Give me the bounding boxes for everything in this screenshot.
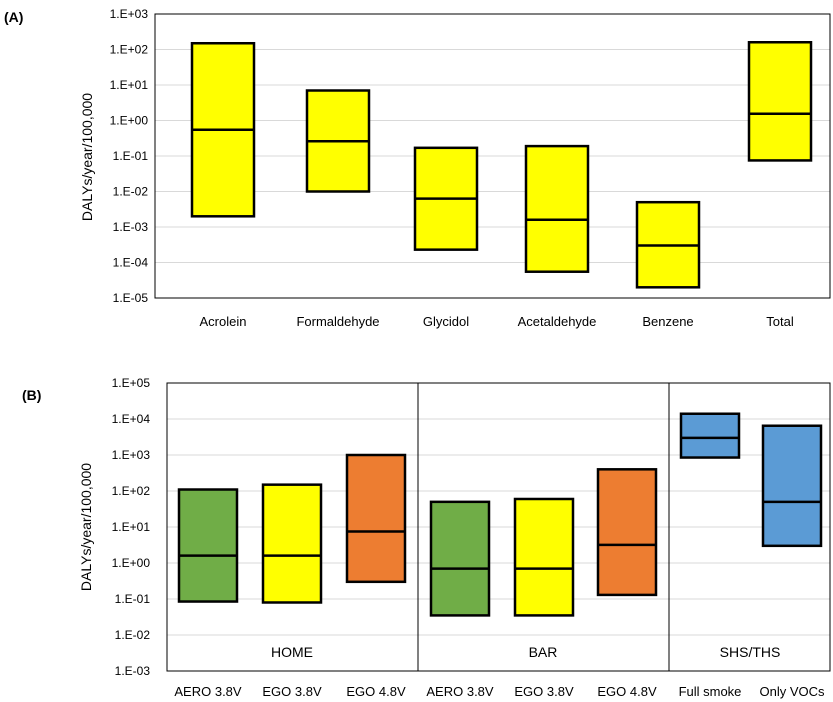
y-tick-label: 1.E-02 bbox=[113, 185, 149, 199]
x-category-label: Benzene bbox=[642, 314, 693, 329]
box-item bbox=[261, 483, 323, 604]
y-tick-label: 1.E+03 bbox=[112, 448, 151, 462]
box-item bbox=[524, 144, 590, 273]
box-item bbox=[513, 497, 575, 617]
y-tick-label: 1.E-03 bbox=[113, 220, 149, 234]
panel-a-category-labels: Acrolein Formaldehyde Glycidol Acetaldehyde… bbox=[200, 314, 794, 329]
y-tick-label: 1.E-04 bbox=[113, 256, 149, 270]
box-item bbox=[747, 41, 813, 162]
y-tick-label: 1.E+02 bbox=[110, 43, 149, 57]
y-tick-label: 1.E+01 bbox=[112, 520, 151, 534]
group-label: SHS/THS bbox=[720, 644, 781, 660]
x-category-label: EGO 3.8V bbox=[514, 684, 574, 699]
x-category-label: Glycidol bbox=[423, 314, 469, 329]
box-item bbox=[413, 146, 479, 251]
y-tick-label: 1.E+00 bbox=[110, 114, 149, 128]
panel-a-label: (A) bbox=[4, 9, 23, 25]
x-category-label: Full smoke bbox=[679, 684, 742, 699]
y-tick-label: 1.E-05 bbox=[113, 291, 149, 305]
y-tick-label: 1.E+01 bbox=[110, 78, 149, 92]
panel-b: (B) 1.E-03 1.E-02 1.E-01 1.E+00 1.E+01 1.E+02… bbox=[22, 376, 831, 699]
x-category-label: Total bbox=[766, 314, 794, 329]
box-item bbox=[177, 488, 239, 603]
x-category-label: EGO 3.8V bbox=[262, 684, 322, 699]
y-tick-label: 1.E+03 bbox=[110, 7, 149, 21]
y-tick-label: 1.E+02 bbox=[112, 484, 151, 498]
x-category-label: Only VOCs bbox=[759, 684, 825, 699]
panel-b-y-axis-title: DALYs/year/100,000 bbox=[78, 463, 94, 591]
panel-b-y-tick-labels: 1.E-03 1.E-02 1.E-01 1.E+00 1.E+01 1.E+02 1.E+… bbox=[112, 376, 151, 678]
panel-a-plot-frame bbox=[154, 13, 831, 299]
box-item bbox=[635, 200, 701, 289]
box-item bbox=[761, 424, 823, 548]
panel-b-group-separators bbox=[417, 383, 670, 671]
x-category-label: EGO 4.8V bbox=[597, 684, 657, 699]
y-tick-label: 1.E-01 bbox=[113, 149, 149, 163]
box-item bbox=[429, 500, 491, 617]
y-tick-label: 1.E-02 bbox=[115, 628, 151, 642]
group-label: BAR bbox=[529, 644, 558, 660]
box-item bbox=[596, 468, 658, 597]
box-range bbox=[513, 497, 575, 617]
x-category-label: Acetaldehyde bbox=[518, 314, 597, 329]
panel-a-boxes bbox=[190, 41, 813, 289]
box-item bbox=[190, 41, 256, 218]
y-tick-label: 1.E-03 bbox=[115, 664, 151, 678]
y-tick-label: 1.E-01 bbox=[115, 592, 151, 606]
panel-a: (A) 1.E-05 1.E-04 1.E-03 1.E-02 1.E-01 1.E+00… bbox=[4, 7, 831, 329]
x-category-label: Acrolein bbox=[200, 314, 247, 329]
y-tick-label: 1.E+05 bbox=[112, 376, 151, 390]
box-range bbox=[429, 500, 491, 617]
box-range bbox=[747, 41, 813, 162]
panel-b-group-labels: HOME BAR SHS/THS bbox=[271, 644, 780, 660]
y-tick-label: 1.E+04 bbox=[112, 412, 151, 426]
y-tick-label: 1.E+00 bbox=[112, 556, 151, 570]
box-range bbox=[761, 424, 823, 548]
panel-b-boxes bbox=[177, 412, 823, 617]
panel-a-y-tick-labels: 1.E-05 1.E-04 1.E-03 1.E-02 1.E-01 1.E+00 1.E+… bbox=[110, 7, 149, 305]
panel-a-y-axis-title: DALYs/year/100,000 bbox=[79, 93, 95, 221]
x-category-label: AERO 3.8V bbox=[174, 684, 242, 699]
panel-b-category-labels: AERO 3.8V EGO 3.8V EGO 4.8V AERO 3.8V EGO 3.… bbox=[174, 684, 825, 699]
box-range bbox=[524, 144, 590, 273]
panel-b-label: (B) bbox=[22, 387, 41, 403]
panel-b-plot-frame bbox=[166, 382, 831, 672]
box-range bbox=[345, 453, 407, 584]
box-range bbox=[679, 412, 741, 459]
box-item bbox=[305, 89, 371, 193]
panel-a-gridlines bbox=[155, 49, 830, 263]
x-category-label: EGO 4.8V bbox=[346, 684, 406, 699]
x-category-label: AERO 3.8V bbox=[426, 684, 494, 699]
box-range bbox=[261, 483, 323, 604]
group-label: HOME bbox=[271, 644, 313, 660]
box-range bbox=[596, 468, 658, 597]
box-range bbox=[177, 488, 239, 603]
x-category-label: Formaldehyde bbox=[296, 314, 379, 329]
box-item bbox=[345, 453, 407, 584]
box-item bbox=[679, 412, 741, 459]
